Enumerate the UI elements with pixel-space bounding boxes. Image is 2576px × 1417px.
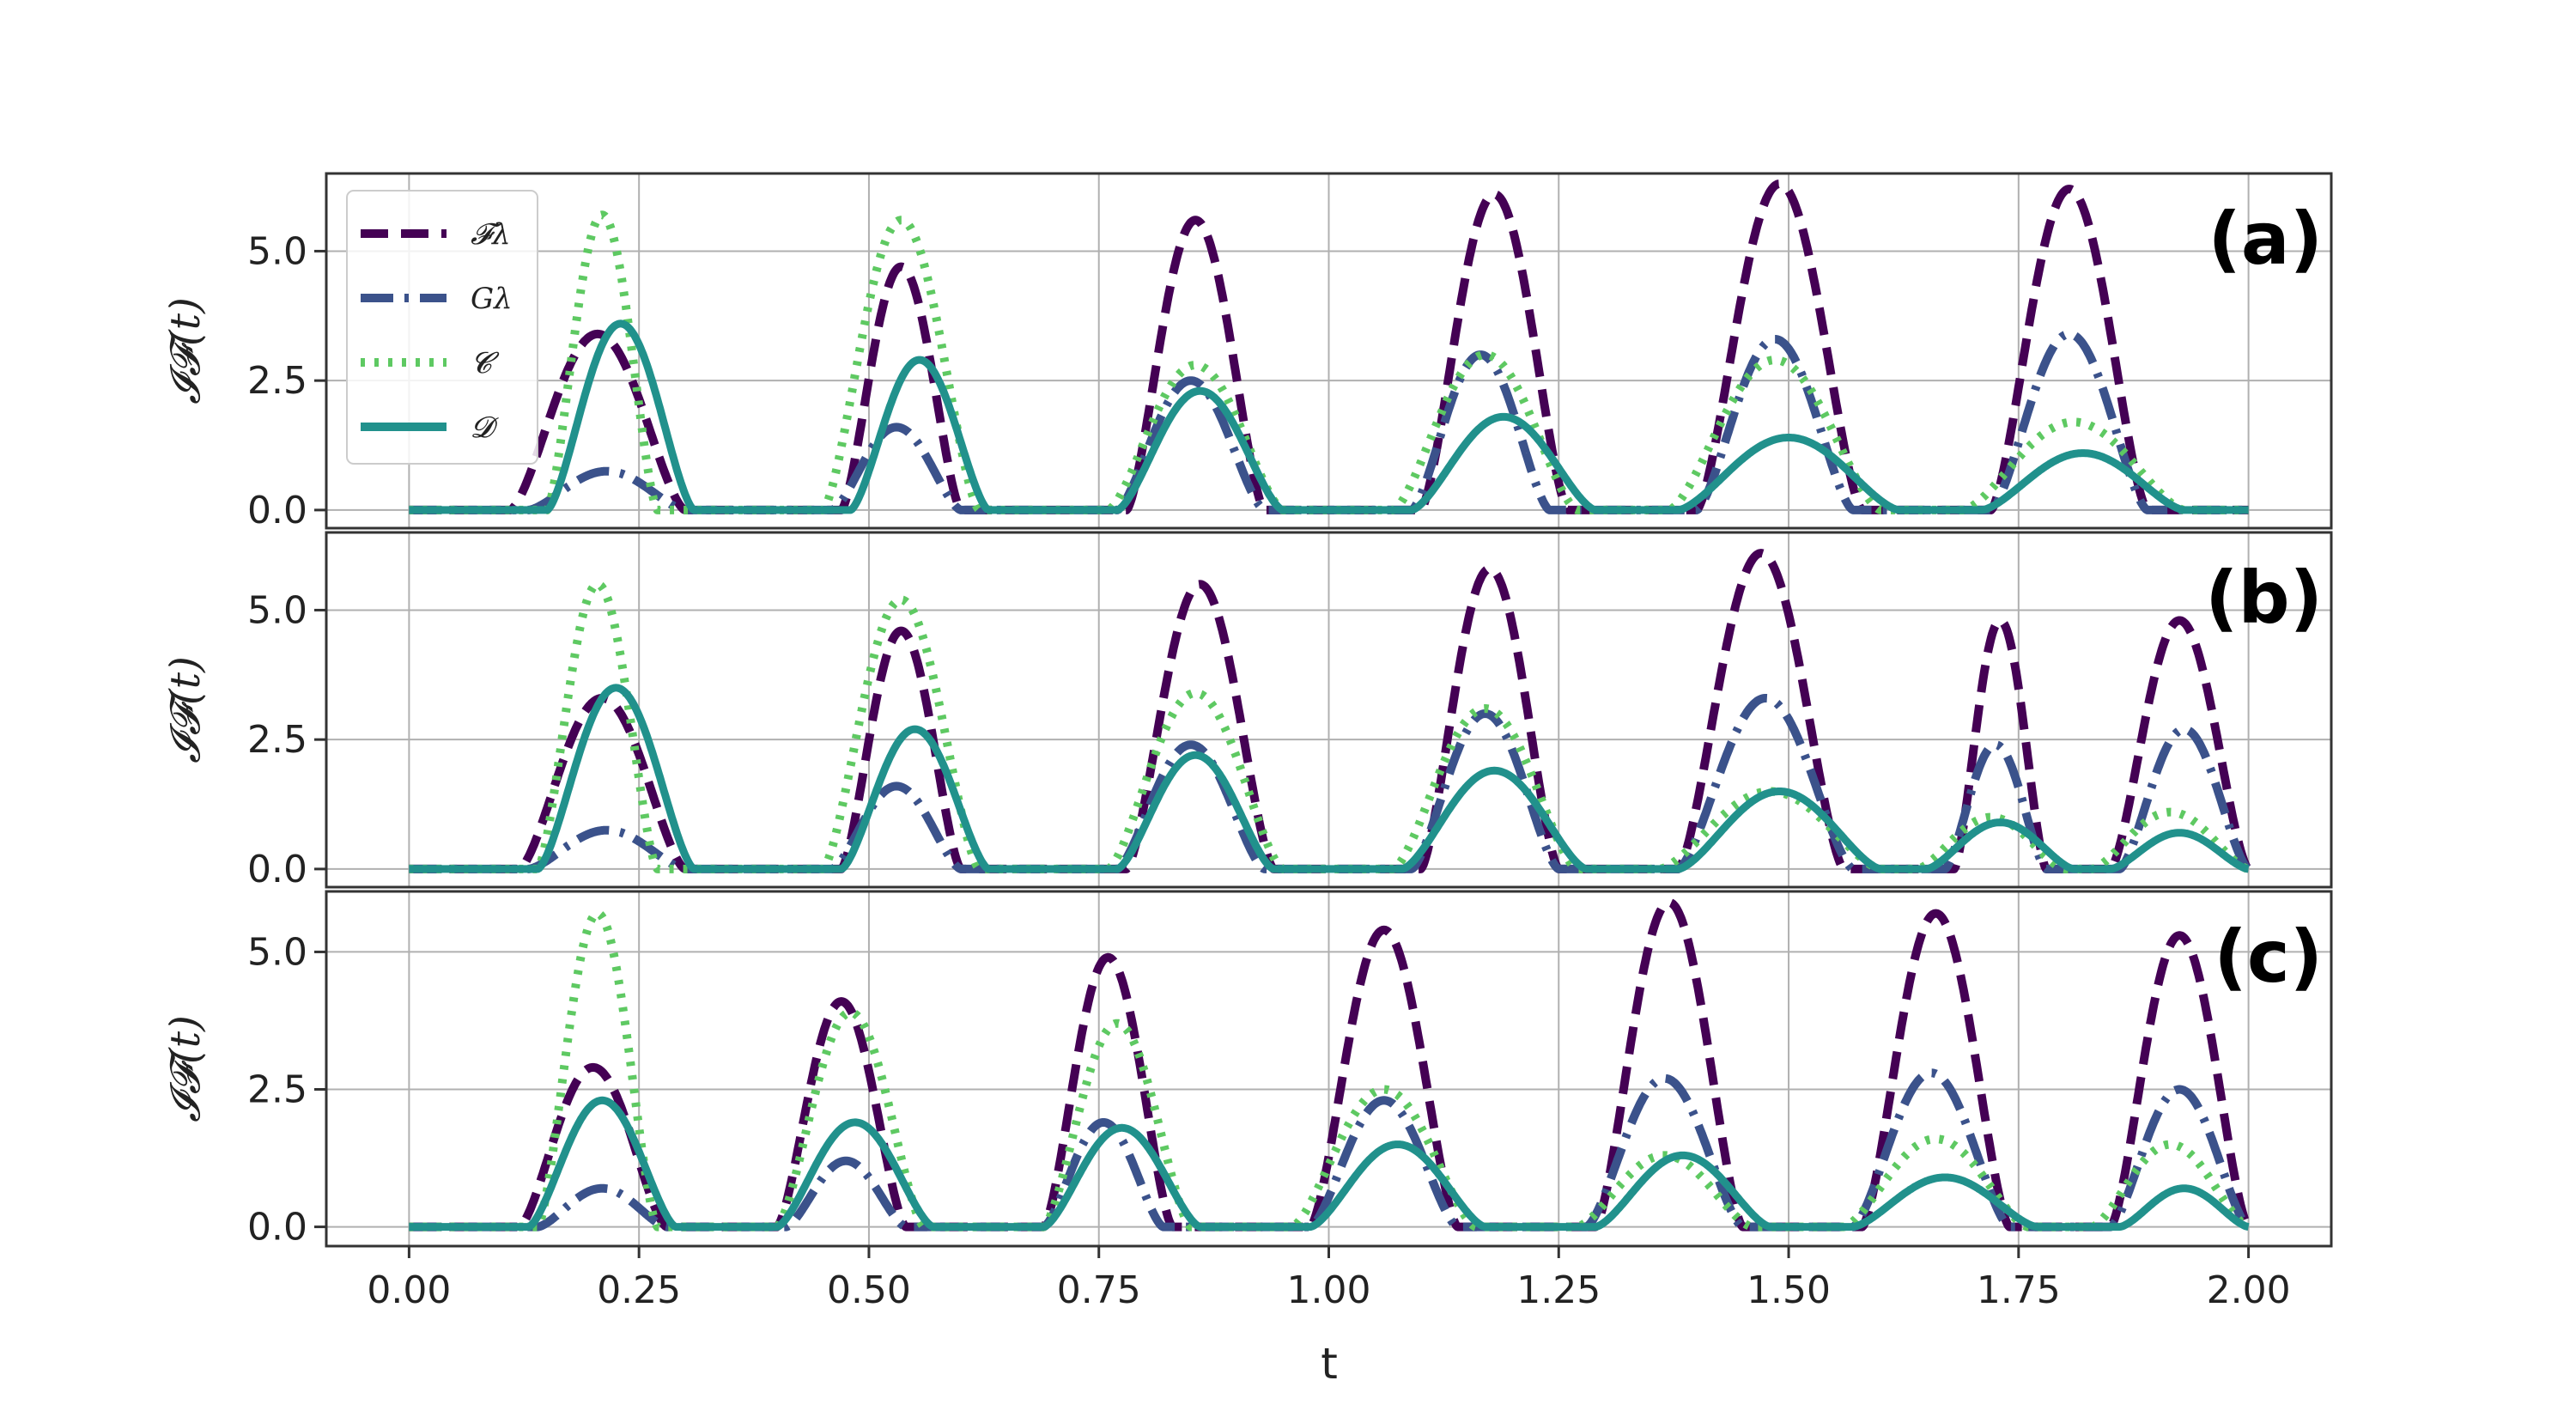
x-tick-label: 0.50 (827, 1268, 911, 1312)
y-tick-label: 5.0 (247, 229, 307, 273)
y-tick-label: 0.0 (247, 848, 307, 891)
y-tick-label: 2.5 (247, 718, 307, 762)
legend-entry-label: 𝓕λ (471, 217, 511, 252)
y-axis-label: 𝓘𝓕(t) (161, 1015, 210, 1122)
legend-box (346, 190, 538, 465)
axes-frame-0 (325, 172, 2333, 530)
series-line-C-panel-2 (405, 909, 2252, 1232)
y-tick-label: 0.0 (247, 489, 307, 532)
axes-frame-1 (325, 531, 2333, 889)
x-axis-label: t (1321, 1339, 1338, 1389)
panel-1: 0.0 2.5 5.0 𝓘𝓕(t) (b) (161, 531, 2333, 891)
x-tick-label: 0.75 (1057, 1268, 1141, 1312)
panel-2: 0.0 2.5 5.0 𝓘𝓕(t) (c) 0.00 0.25 0.50 0.75 1.00 1.2… (161, 890, 2333, 1312)
y-tick-label: 5.0 (247, 588, 307, 632)
y-tick-label: 2.5 (247, 1068, 307, 1112)
panel-label: (b) (2205, 556, 2323, 640)
x-tick-label: 0.00 (367, 1268, 451, 1312)
series-line-F-panel-2 (405, 897, 2252, 1232)
x-tick-label: 0.25 (597, 1268, 681, 1312)
y-tick-label: 2.5 (247, 359, 307, 403)
x-tick-label: 1.00 (1287, 1268, 1371, 1312)
series-line-D-panel-2 (406, 1096, 2251, 1232)
y-axis-label: 𝓘𝓕(t) (161, 656, 210, 763)
x-tick-label: 1.50 (1747, 1268, 1831, 1312)
series-line-G-panel-2 (405, 1068, 2252, 1232)
y-tick-label: 0.0 (247, 1206, 307, 1250)
plot-root: 0.02.55.0𝓘𝓕(t)(a)𝓕λGλ𝓒𝓓0.02.55.0𝓘𝓕(t)(b)… (161, 172, 2333, 1312)
panel-label: (a) (2208, 197, 2323, 281)
x-tick-label: 2.00 (2207, 1268, 2291, 1312)
x-tick-label: 1.25 (1516, 1268, 1601, 1312)
series-line-D-panel-0 (406, 319, 2251, 514)
legend-entry-label: Gλ (471, 282, 513, 316)
series-line-D-panel-1 (406, 684, 2251, 873)
panel-label: (c) (2214, 915, 2323, 999)
x-tick-label: 1.75 (1977, 1268, 2061, 1312)
y-axis-label: 𝓘𝓕(t) (161, 297, 210, 404)
y-tick-label: 5.0 (247, 930, 307, 974)
